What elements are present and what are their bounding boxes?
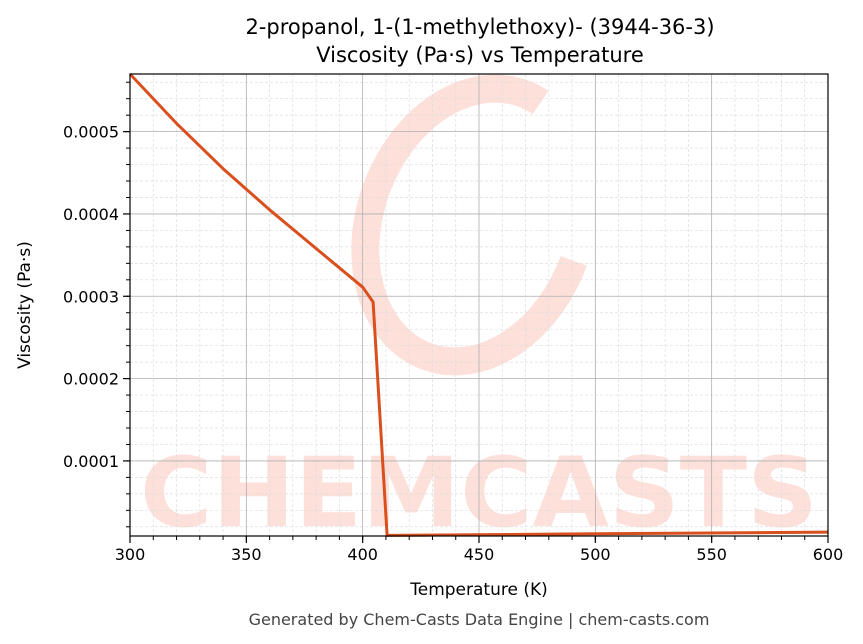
y-axis-label: Viscosity (Pa·s) <box>15 241 35 369</box>
y-tick-label: 0.0005 <box>63 123 119 142</box>
series-line-viscosity <box>128 72 829 537</box>
x-tick-label: 350 <box>231 545 262 564</box>
footer-credit: Generated by Chem-Casts Data Engine | ch… <box>249 610 710 629</box>
x-tick-label: 300 <box>115 545 146 564</box>
x-tick-label: 400 <box>347 545 378 564</box>
x-tick-label: 500 <box>580 545 611 564</box>
series <box>128 72 829 537</box>
y-tick-label: 0.0002 <box>63 370 119 389</box>
x-tick-label: 600 <box>813 545 844 564</box>
y-tick-label: 0.0004 <box>63 205 119 224</box>
x-tick-label: 450 <box>464 545 495 564</box>
chart-subtitle: Viscosity (Pa·s) vs Temperature <box>316 43 644 67</box>
x-tick-label: 550 <box>696 545 727 564</box>
y-tick-label: 0.0003 <box>63 287 119 306</box>
x-axis-label: Temperature (K) <box>409 580 548 600</box>
y-tick-label: 0.0001 <box>63 452 119 471</box>
ticks: 300 350 400 450 500 550 600 0.0001 0.0002 0.0003 0… <box>63 81 844 564</box>
chart-title: 2-propanol, 1-(1-methylethoxy)- (3944-36… <box>245 15 714 39</box>
